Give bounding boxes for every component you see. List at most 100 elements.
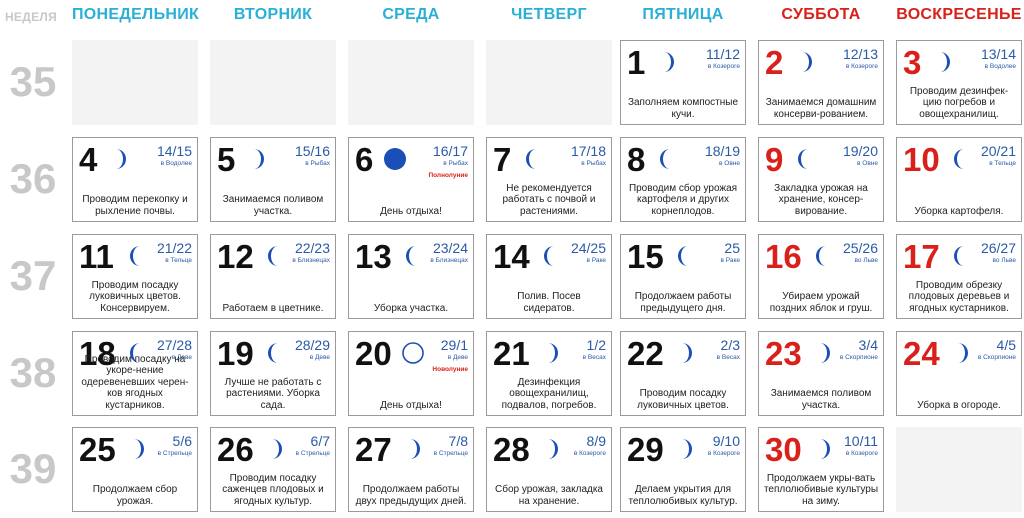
- lunar-day: 26/27: [980, 240, 1016, 256]
- zodiac-sign: в Водолее: [984, 63, 1016, 70]
- lunar-day: 23/24: [432, 240, 468, 256]
- day-note: Уборка картофеля.: [914, 205, 1004, 217]
- moon-waxing-icon: [107, 147, 131, 171]
- day-cell[interactable]: 23 3/4 в Скорпионе Занимаемся поливом участ…: [758, 331, 884, 416]
- day-number: 23: [765, 335, 802, 372]
- zodiac-sign: в Скорпионе: [977, 354, 1016, 361]
- day-cell[interactable]: 19 28/29 в Деве Лучше не работать с растени…: [210, 331, 336, 416]
- lunar-day: 19/20: [842, 143, 878, 159]
- moon-waning-icon: [125, 244, 149, 268]
- moon-waxing-icon: [263, 437, 287, 461]
- lunar-day: 13/14: [980, 46, 1016, 62]
- header-week-label: НЕДЕЛЯ: [4, 10, 58, 24]
- day-number: 5: [217, 141, 236, 178]
- header-day-1: ВТОРНИК: [233, 6, 313, 23]
- lunar-day: 4/5: [996, 337, 1016, 353]
- day-cell[interactable]: 15 25 в Раке Продолжаем работы предыдущего …: [620, 234, 746, 319]
- moon-waxing-icon: [655, 50, 679, 74]
- day-cell[interactable]: 7 17/18 в Рыбах Не рекомендуется работать с…: [486, 137, 612, 222]
- day-number: 2: [765, 44, 784, 81]
- day-note: Заполняем компостные кучи.: [627, 97, 739, 120]
- header-day-2: СРЕДА: [382, 6, 440, 23]
- day-cell[interactable]: 20 29/1 в Деве Новолуние День отдыха!: [348, 331, 474, 416]
- day-cell[interactable]: 22 2/3 в Весах Проводим посадку луковичных …: [620, 331, 746, 416]
- day-note: Продолжаем сбор урожая.: [92, 484, 178, 507]
- day-cell[interactable]: 13 23/24 в Близнецах Уборка участка.: [348, 234, 474, 319]
- day-cell[interactable]: 18 27/28 в Деве Проводим посадку на укоре-н…: [72, 331, 198, 416]
- lunar-day: 8/9: [586, 433, 606, 449]
- day-cell[interactable]: 28 8/9 в Козероге Сбор урожая, закладка на …: [486, 427, 612, 512]
- day-cell[interactable]: 14 24/25 в Раке Полив. Посев сидератов.: [486, 234, 612, 319]
- moon-waning-icon: [263, 244, 287, 268]
- day-number: 21: [493, 335, 530, 372]
- day-cell[interactable]: 29 9/10 в Козероге Делаем укрытия для тепло…: [620, 427, 746, 512]
- moon-waning-icon: [949, 244, 973, 268]
- week-number: 35: [9, 58, 57, 105]
- moon-waxing-icon: [401, 437, 425, 461]
- moon-waning-icon: [539, 244, 563, 268]
- day-note: Проводим сбор урожая картофеля и других …: [628, 182, 738, 217]
- day-note: Занимаемся поливом участка.: [770, 388, 872, 411]
- lunar-day: 14/15: [156, 143, 192, 159]
- day-cell[interactable]: 21 1/2 в Весах Дезинфекция овощехранилищ, п…: [486, 331, 612, 416]
- lunar-day: 3/4: [858, 337, 878, 353]
- day-note: Проводим дезинфек-цию погребов и овощехр…: [909, 85, 1009, 120]
- day-cell[interactable]: 26 6/7 в Стрельце Проводим посадку саженцев…: [210, 427, 336, 512]
- lunar-day: 24/25: [570, 240, 606, 256]
- day-number: 16: [765, 238, 802, 275]
- lunar-day: 27/28: [156, 337, 192, 353]
- day-cell[interactable]: 5 15/16 в Рыбах Занимаемся поливом участка.: [210, 137, 336, 222]
- day-number: 20: [355, 335, 392, 372]
- day-note: Проводим перекопку и рыхление почвы.: [82, 194, 188, 217]
- empty-day-cell: [72, 40, 198, 125]
- day-number: 26: [217, 431, 254, 468]
- day-note: Дезинфекция овощехранилищ, подвалов, пог…: [501, 376, 597, 411]
- zodiac-sign: в Козероге: [707, 450, 740, 457]
- day-cell[interactable]: 6 16/17 в Рыбах Полнолуние День отдыха!: [348, 137, 474, 222]
- day-number: 9: [765, 141, 784, 178]
- zodiac-sign: в Овне: [719, 160, 740, 167]
- day-cell[interactable]: 27 7/8 в Стрельце Продолжаем работы двух пр…: [348, 427, 474, 512]
- day-cell[interactable]: 1 11/12 в Козероге Заполняем компостные куч…: [620, 40, 746, 125]
- day-cell[interactable]: 2 12/13 в Козероге Занимаемся домашним конс…: [758, 40, 884, 125]
- day-note: Уборка в огороде.: [917, 399, 1001, 411]
- day-cell[interactable]: 12 22/23 в Близнецах Работаем в цветнике.: [210, 234, 336, 319]
- day-cell[interactable]: 16 25/26 во Льве Убираем урожай поздних ябл…: [758, 234, 884, 319]
- day-cell[interactable]: 9 19/20 в Овне Закладка урожая на хранение,…: [758, 137, 884, 222]
- day-note: Уборка участка.: [373, 302, 449, 314]
- day-note: Проводим посадку на укоре-нение одеревен…: [81, 353, 189, 411]
- lunar-day: 21/22: [156, 240, 192, 256]
- moon-phase-label: Полнолуние: [428, 172, 468, 179]
- day-cell[interactable]: 4 14/15 в Водолее Проводим перекопку и рыхл…: [72, 137, 198, 222]
- lunar-day: 5/6: [172, 433, 192, 449]
- day-cell[interactable]: 8 18/19 в Овне Проводим сбор урожая картофе…: [620, 137, 746, 222]
- header-day-4: ПЯТНИЦА: [642, 6, 724, 23]
- day-note: Продолжаем работы двух предыдущих дней.: [355, 484, 467, 507]
- lunar-day: 7/8: [448, 433, 468, 449]
- day-cell[interactable]: 3 13/14 в Водолее Проводим дезинфек-цию пог…: [896, 40, 1022, 125]
- day-cell[interactable]: 24 4/5 в Скорпионе Уборка в огороде.: [896, 331, 1022, 416]
- day-number: 27: [355, 431, 392, 468]
- day-note: Не рекомендуется работать с почвой и рас…: [502, 182, 596, 217]
- day-note: Продолжаем работы предыдущего дня.: [634, 291, 732, 314]
- zodiac-sign: в Раке: [586, 257, 606, 264]
- day-number: 29: [627, 431, 664, 468]
- day-cell[interactable]: 11 21/22 в Тельце Проводим посадку луковичн…: [72, 234, 198, 319]
- day-note: Проводим посадку саженцев плодовых и яго…: [222, 472, 324, 507]
- moon-waxing-icon: [539, 437, 563, 461]
- day-note: Занимаемся поливом участка.: [222, 194, 324, 217]
- day-number: 17: [903, 238, 940, 275]
- lunar-day: 25: [724, 240, 740, 256]
- lunar-day: 11/12: [706, 46, 740, 62]
- zodiac-sign: в Стрельце: [433, 450, 468, 457]
- lunar-day: 12/13: [842, 46, 878, 62]
- day-cell[interactable]: 30 10/11 в Козероге Продолжаем укры-вать те…: [758, 427, 884, 512]
- day-number: 13: [355, 238, 392, 275]
- day-cell[interactable]: 25 5/6 в Стрельце Продолжаем сбор урожая.: [72, 427, 198, 512]
- moon-waxing-icon: [949, 341, 973, 365]
- day-cell[interactable]: 10 20/21 в Тельце Уборка картофеля.: [896, 137, 1022, 222]
- moon-waning-icon: [793, 147, 817, 171]
- day-cell[interactable]: 17 26/27 во Льве Проводим обрезку плодовых …: [896, 234, 1022, 319]
- header-day-0: ПОНЕДЕЛЬНИК: [72, 6, 200, 23]
- day-note: Закладка урожая на хранение, консер-виро…: [774, 182, 868, 217]
